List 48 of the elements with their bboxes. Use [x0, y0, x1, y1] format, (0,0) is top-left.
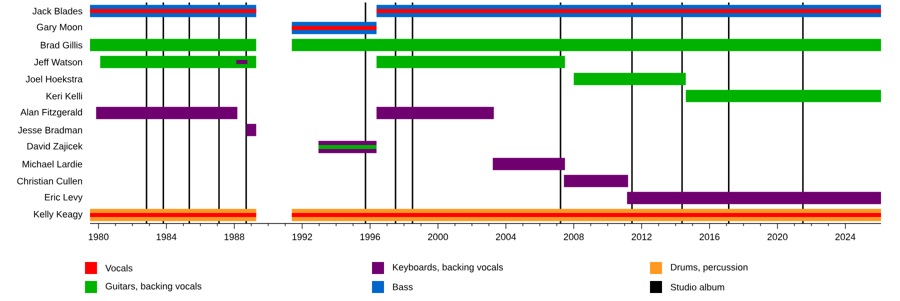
x-tick-label: 1988: [224, 234, 244, 240]
bar: [90, 8, 256, 14]
bar: [96, 106, 238, 120]
bar: [292, 26, 377, 30]
bar: [90, 38, 256, 52]
y-tick-label: Gary Moon: [36, 24, 82, 32]
bar: [686, 90, 881, 102]
x-tick-label: 1984: [156, 234, 176, 240]
y-tick-label: Michael Lardie: [22, 160, 82, 168]
bar: [376, 8, 881, 14]
x-tick-label: 1996: [360, 234, 380, 240]
legend-label: Vocals: [105, 264, 132, 272]
y-tick-label: Eric Levy: [45, 194, 83, 202]
y-tick-label: David Zajicek: [27, 142, 83, 152]
x-tick-label: 2004: [496, 234, 516, 240]
x-tick-label: 2000: [428, 234, 448, 240]
y-tick-label: Joel Hoekstra: [26, 76, 83, 82]
bar: [292, 38, 881, 52]
x-tick-label: 1992: [292, 234, 312, 240]
x-tick-label: 2008: [564, 234, 584, 240]
y-tick-label: Jeff Watson: [34, 58, 82, 66]
legend-label: Keyboards, backing vocals: [393, 264, 503, 272]
bar: [292, 212, 881, 218]
x-tick-label: 2020: [768, 234, 788, 240]
bar: [627, 192, 881, 204]
y-tick-label: Alan Fitzgerald: [20, 108, 82, 118]
x-tick-label: 2016: [700, 234, 720, 240]
x-tick-label: 2024: [835, 234, 856, 240]
bar: [376, 56, 565, 68]
bar: [492, 158, 565, 170]
bar: [90, 212, 256, 218]
bar: [376, 106, 494, 120]
y-tick-label: Brad Gillis: [40, 42, 82, 48]
legend-label: Drums, percussion: [671, 264, 748, 272]
bar: [246, 124, 256, 136]
y-tick-label: Jesse Bradman: [18, 126, 82, 134]
x-tick-label: 1980: [88, 234, 109, 240]
bar: [574, 72, 686, 86]
legend-label: Bass: [393, 284, 413, 290]
bar: [100, 56, 256, 68]
y-tick-label: Kelly Keagy: [34, 210, 83, 220]
x-tick-label: 2012: [632, 234, 652, 240]
y-tick-label: Jack Blades: [32, 8, 82, 14]
legend-label: Guitars, backing vocals: [106, 282, 202, 292]
legend-label: Studio album: [670, 284, 724, 290]
y-tick-label: Keri Kelli: [46, 92, 82, 100]
y-tick-label: Christian Cullen: [17, 178, 82, 184]
bar: [564, 174, 628, 188]
